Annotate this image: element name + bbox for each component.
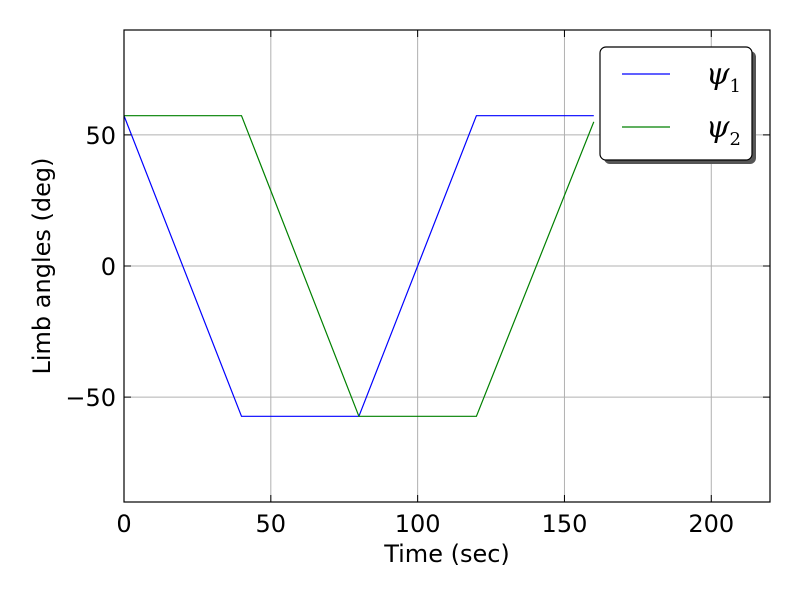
axis-ticks (123, 30, 770, 502)
x-tick-label: 150 (542, 510, 588, 538)
series-line-2 (124, 115, 595, 417)
y-tick-label: −50 (65, 384, 116, 412)
x-tick-label: 0 (116, 510, 131, 538)
legend-label-subscript: 2 (730, 129, 741, 150)
x-tick-label: 200 (688, 510, 734, 538)
y-tick-label: 0 (101, 253, 116, 281)
legend-box (599, 46, 753, 161)
x-tick-label: 50 (256, 510, 287, 538)
y-axis-label: Limb angles (deg) (28, 158, 56, 375)
series-group (123, 115, 595, 417)
x-tick-label: 100 (395, 510, 441, 538)
tick-labels: 0 50 100 150 200 −50 0 50 (65, 122, 734, 538)
x-axis-label: Time (sec) (383, 540, 510, 568)
y-tick-label: 50 (85, 122, 116, 150)
legend-label-subscript: 1 (730, 76, 741, 97)
